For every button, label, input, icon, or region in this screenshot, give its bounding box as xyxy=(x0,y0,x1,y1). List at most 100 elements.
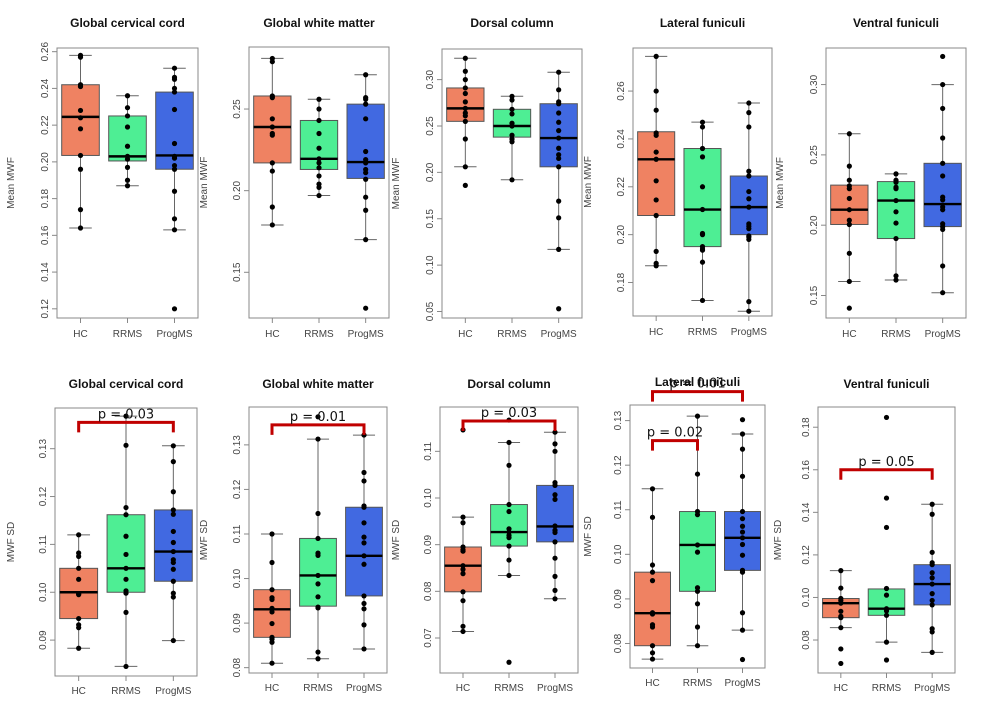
data-point xyxy=(929,649,935,655)
data-point xyxy=(509,97,515,103)
data-point xyxy=(653,88,659,94)
data-point xyxy=(170,507,176,513)
data-point xyxy=(893,273,899,279)
x-tick-label: ProgMS xyxy=(914,683,950,694)
chart-panel-2: Global white matter 0.15 0.20 0.25 Mean MWF H… xyxy=(199,16,390,340)
data-point xyxy=(694,471,701,477)
x-tick-label: HC xyxy=(458,329,472,340)
x-tick-label: RRMS xyxy=(683,678,713,689)
x-tick-label: HC xyxy=(73,329,87,340)
y-tick-label: 0.07 xyxy=(423,628,434,648)
p-value-label: p = 0.01 xyxy=(669,377,725,392)
box-hc xyxy=(822,568,860,667)
data-point xyxy=(170,539,176,546)
y-axis-label: MWF SD xyxy=(6,522,17,563)
x-tick-label: HC xyxy=(834,683,848,694)
box-progms xyxy=(345,432,383,652)
data-point xyxy=(694,585,701,591)
data-point xyxy=(739,431,746,437)
data-point xyxy=(124,143,131,149)
data-point xyxy=(699,259,706,265)
data-point xyxy=(653,156,659,162)
data-point xyxy=(462,136,468,142)
data-point xyxy=(883,495,890,501)
data-point xyxy=(838,615,844,621)
data-point xyxy=(316,96,322,102)
significance-bracket: p = 0.02 xyxy=(647,426,703,451)
data-point xyxy=(699,247,706,253)
data-point xyxy=(739,627,746,633)
data-point xyxy=(363,237,369,243)
data-point xyxy=(556,164,562,170)
data-point xyxy=(929,581,935,587)
data-point xyxy=(746,168,752,174)
y-axis-label: Mean MWF xyxy=(199,157,210,209)
data-point xyxy=(506,535,512,541)
data-point xyxy=(699,297,706,304)
data-point xyxy=(316,130,322,137)
y-tick-label: 0.16 xyxy=(801,460,812,480)
data-point xyxy=(929,501,935,507)
bracket-line xyxy=(651,390,744,402)
y-tick-label: 0.20 xyxy=(616,224,627,244)
data-point xyxy=(556,110,562,116)
y-tick-label: 0.18 xyxy=(40,188,51,208)
y-tick-label: 0.11 xyxy=(38,535,49,554)
data-point xyxy=(124,105,131,111)
box-hc xyxy=(634,486,671,662)
data-point xyxy=(838,585,844,591)
significance-bracket: p = 0.01 xyxy=(651,377,744,402)
data-point xyxy=(506,572,512,579)
data-point xyxy=(846,305,852,311)
x-tick-label: ProgMS xyxy=(348,329,384,340)
data-point xyxy=(929,629,935,635)
box-rrms xyxy=(683,119,722,304)
data-point xyxy=(509,132,515,138)
data-point xyxy=(746,236,752,243)
y-tick-label: 0.08 xyxy=(423,581,434,601)
data-point xyxy=(940,173,946,179)
data-point xyxy=(846,221,852,228)
data-point xyxy=(653,197,659,203)
y-tick-label: 0.15 xyxy=(232,262,243,282)
data-point xyxy=(739,473,746,479)
data-point xyxy=(883,592,890,598)
data-point xyxy=(552,539,558,545)
chart-panel-5: Ventral funiculi 0.15 0.20 0.25 0.30 Mean MWF… xyxy=(775,16,967,340)
y-tick-label: 0.30 xyxy=(425,69,436,89)
data-point xyxy=(170,566,176,572)
data-point xyxy=(315,649,321,655)
data-point xyxy=(315,605,321,611)
data-point xyxy=(552,441,558,447)
data-point xyxy=(315,414,321,420)
data-point xyxy=(552,529,558,536)
data-point xyxy=(940,226,946,233)
data-point xyxy=(76,625,82,631)
data-point xyxy=(460,623,466,629)
data-point xyxy=(462,118,468,124)
y-tick-label: 0.09 xyxy=(232,613,243,633)
data-point xyxy=(940,135,946,141)
chart-title: Lateral funiculi xyxy=(660,16,745,30)
data-point xyxy=(363,101,369,107)
data-point xyxy=(649,624,656,630)
data-point xyxy=(746,299,752,305)
data-point xyxy=(694,588,701,594)
box-hc xyxy=(637,53,676,269)
x-tick-label: ProgMS xyxy=(925,329,961,340)
data-point xyxy=(460,628,466,635)
data-point xyxy=(883,612,890,618)
data-point xyxy=(462,85,468,91)
data-point xyxy=(739,610,746,616)
data-point xyxy=(929,549,935,555)
data-point xyxy=(77,126,84,132)
data-point xyxy=(739,446,746,452)
data-point xyxy=(506,462,512,468)
data-point xyxy=(883,639,890,645)
data-point xyxy=(653,107,659,113)
data-point xyxy=(552,573,558,580)
x-tick-label: ProgMS xyxy=(155,686,191,697)
y-tick-label: 0.30 xyxy=(809,74,820,94)
chart-title: Global white matter xyxy=(262,377,374,391)
data-point xyxy=(649,656,656,662)
